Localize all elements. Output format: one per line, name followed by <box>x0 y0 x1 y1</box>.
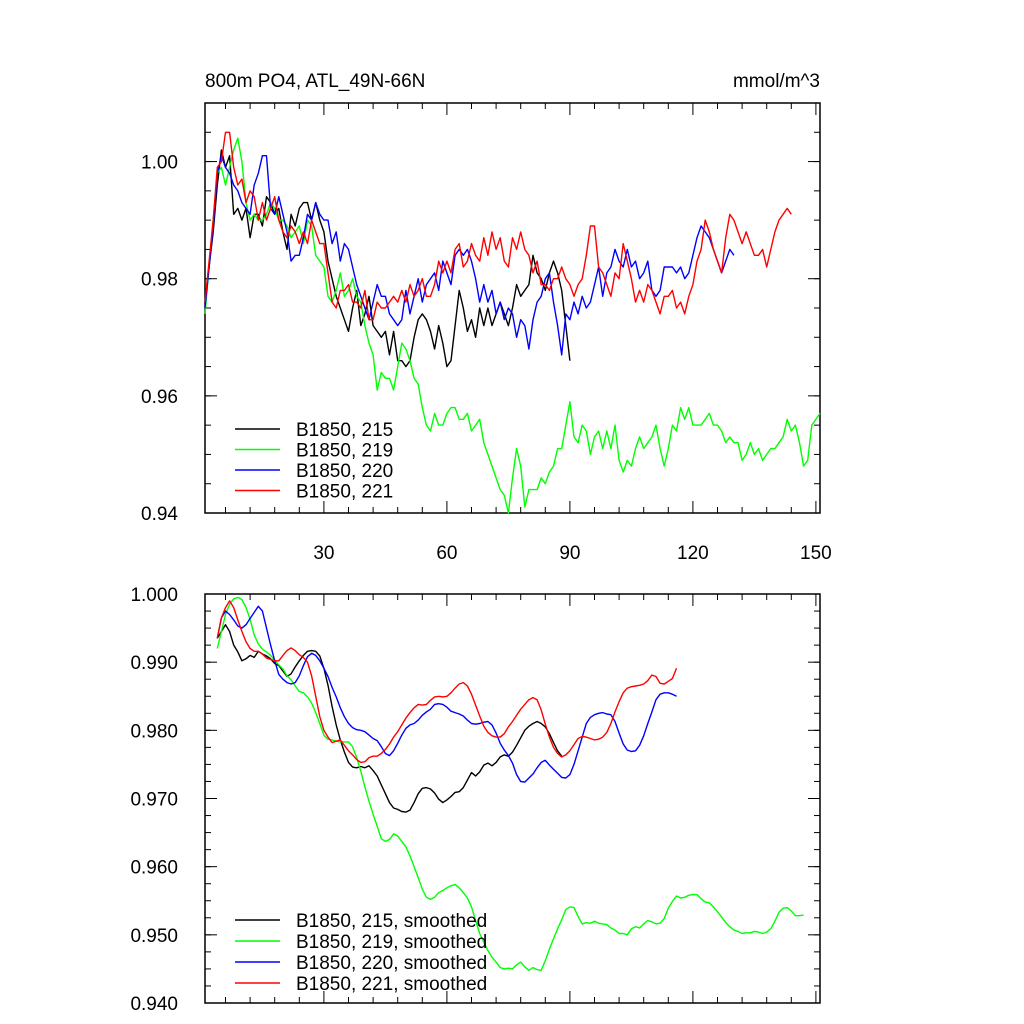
chart-title: 800m PO4, ATL_49N-66N <box>205 71 425 92</box>
tick-labels: 30 60 90 120 150 0.94 0.96 0.98 1.00 <box>141 153 832 564</box>
x-tick-label: 150 <box>800 543 832 564</box>
legend-label: B1850, 219, smoothed <box>296 932 487 953</box>
y-tick-label: 0.96 <box>141 387 178 408</box>
y-tick-label: 1.000 <box>130 585 178 606</box>
series-line <box>204 154 735 356</box>
axis-ticks <box>205 102 820 514</box>
legend-label: B1850, 221, smoothed <box>296 974 487 995</box>
y-tick-label: 0.940 <box>130 994 178 1015</box>
series-line <box>204 149 571 368</box>
series-lines <box>204 131 821 514</box>
units-label: mmol/m^3 <box>733 71 820 92</box>
y-tick-label: 0.950 <box>130 926 178 947</box>
y-tick-label: 0.980 <box>130 721 178 742</box>
x-tick-label: 90 <box>559 543 580 564</box>
panel-bottom-po4-smoothed: 0.940 0.950 0.960 0.970 0.980 0.990 1.000 B185… <box>130 585 821 1015</box>
x-tick-label: 60 <box>436 543 457 564</box>
series-line <box>216 600 678 764</box>
y-tick-label: 0.98 <box>141 270 178 291</box>
series-line <box>216 624 563 813</box>
legend-label: B1850, 220, smoothed <box>296 953 487 974</box>
series-line <box>216 596 804 971</box>
axis-ticks <box>205 593 820 1004</box>
series-line <box>204 131 792 321</box>
series-line <box>216 605 677 783</box>
y-tick-label: 0.960 <box>130 858 178 879</box>
y-tick-label: 0.990 <box>130 653 178 674</box>
legend-label: B1850, 215, smoothed <box>296 911 487 932</box>
panel-top-po4-raw: 800m PO4, ATL_49N-66N mmol/m^3 30 60 90 120… <box>141 71 832 564</box>
legend-label: B1850, 219 <box>296 441 393 462</box>
x-tick-label: 30 <box>313 543 334 564</box>
tick-labels: 0.940 0.950 0.960 0.970 0.980 0.990 1.000 <box>130 585 178 1015</box>
x-tick-label: 120 <box>677 543 709 564</box>
y-tick-label: 0.94 <box>141 504 178 525</box>
y-tick-label: 1.00 <box>141 153 178 174</box>
legend-label: B1850, 221 <box>296 482 393 503</box>
legend-label: B1850, 215 <box>296 420 393 441</box>
y-tick-label: 0.970 <box>130 790 178 811</box>
series-lines <box>216 596 804 971</box>
legend-label: B1850, 220 <box>296 461 393 482</box>
